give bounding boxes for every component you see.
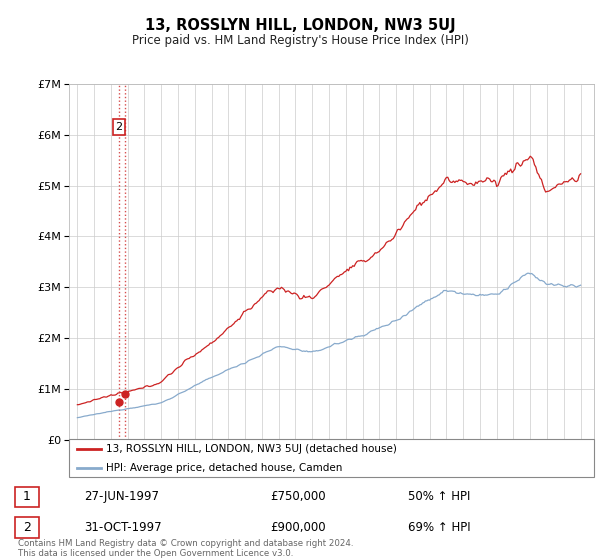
Text: HPI: Average price, detached house, Camden: HPI: Average price, detached house, Camd… [106, 463, 342, 473]
Text: Price paid vs. HM Land Registry's House Price Index (HPI): Price paid vs. HM Land Registry's House … [131, 34, 469, 46]
Text: 13, ROSSLYN HILL, LONDON, NW3 5UJ (detached house): 13, ROSSLYN HILL, LONDON, NW3 5UJ (detac… [106, 444, 397, 454]
Text: £750,000: £750,000 [270, 490, 326, 503]
Text: 69% ↑ HPI: 69% ↑ HPI [408, 521, 470, 534]
Text: Contains HM Land Registry data © Crown copyright and database right 2024.
This d: Contains HM Land Registry data © Crown c… [18, 539, 353, 558]
Text: £900,000: £900,000 [270, 521, 326, 534]
Text: 13, ROSSLYN HILL, LONDON, NW3 5UJ: 13, ROSSLYN HILL, LONDON, NW3 5UJ [145, 18, 455, 33]
Text: 27-JUN-1997: 27-JUN-1997 [84, 490, 159, 503]
Text: 31-OCT-1997: 31-OCT-1997 [84, 521, 161, 534]
Text: 2: 2 [23, 521, 31, 534]
Text: 1: 1 [23, 490, 31, 503]
Text: 50% ↑ HPI: 50% ↑ HPI [408, 490, 470, 503]
Text: 2: 2 [115, 122, 122, 132]
